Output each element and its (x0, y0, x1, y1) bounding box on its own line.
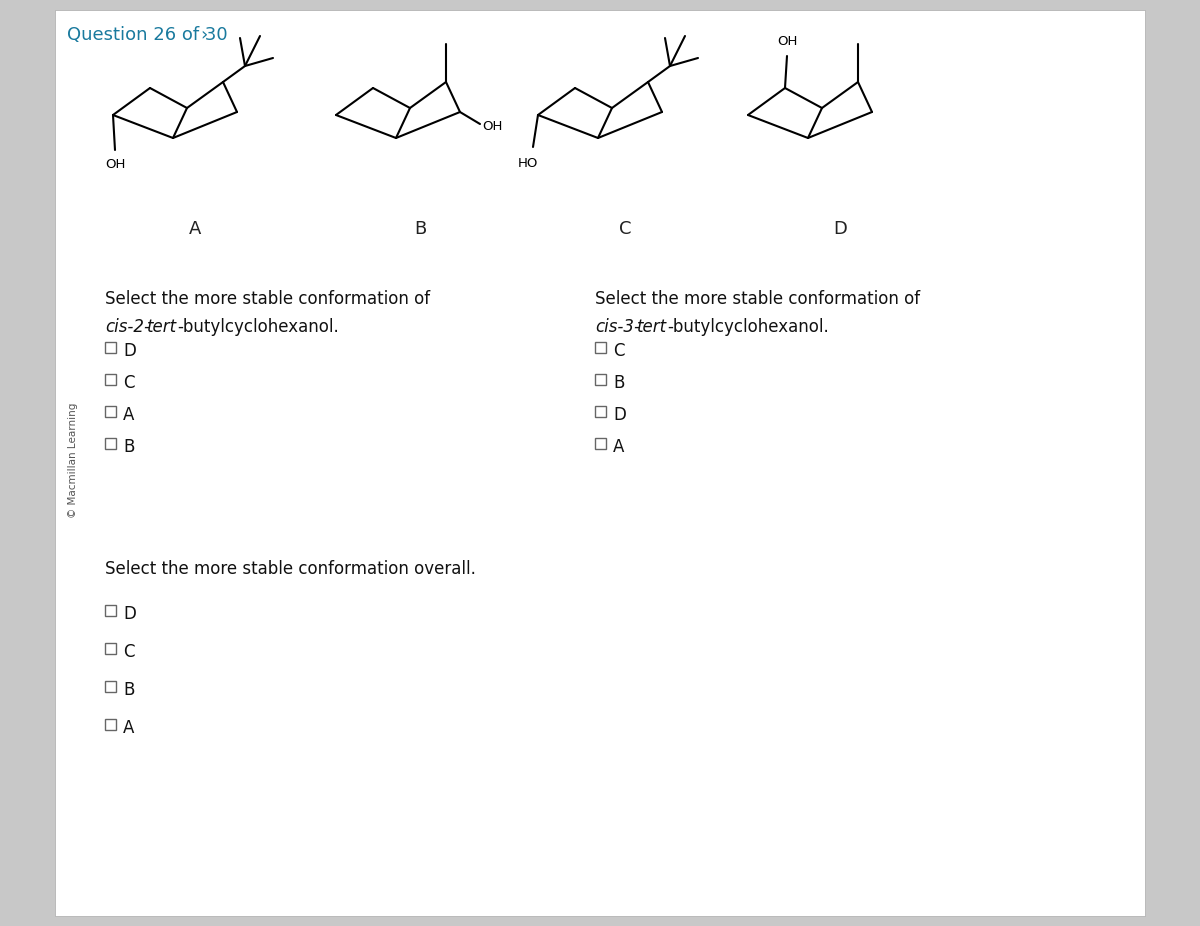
Text: -butylcyclohexanol.: -butylcyclohexanol. (178, 318, 338, 336)
Text: tert: tert (637, 318, 667, 336)
Bar (595, 438, 606, 449)
Bar (595, 374, 606, 385)
Text: D: D (613, 406, 626, 424)
Bar (595, 342, 606, 353)
Text: A: A (124, 406, 134, 424)
Text: A: A (613, 438, 624, 456)
Text: OH: OH (104, 158, 125, 171)
Text: A: A (188, 220, 202, 238)
Text: © Macmillan Learning: © Macmillan Learning (68, 402, 78, 518)
FancyBboxPatch shape (55, 10, 1145, 916)
Bar (106, 438, 116, 449)
Text: Select the more stable conformation of: Select the more stable conformation of (106, 290, 430, 308)
Text: cis-3-: cis-3- (595, 318, 640, 336)
Text: tert: tert (148, 318, 178, 336)
Text: ›: › (200, 26, 208, 44)
Text: Select the more stable conformation of: Select the more stable conformation of (595, 290, 920, 308)
Text: B: B (124, 681, 134, 699)
Text: cis-2-: cis-2- (106, 318, 150, 336)
Text: A: A (124, 719, 134, 737)
Text: C: C (619, 220, 631, 238)
Bar (106, 406, 116, 417)
Bar (106, 681, 116, 692)
Text: -butylcyclohexanol.: -butylcyclohexanol. (667, 318, 829, 336)
Text: OH: OH (776, 35, 797, 48)
Text: Select the more stable conformation overall.: Select the more stable conformation over… (106, 560, 476, 578)
Text: C: C (613, 342, 624, 360)
Text: D: D (124, 342, 136, 360)
Text: OH: OH (482, 119, 503, 132)
Text: C: C (124, 374, 134, 392)
Text: C: C (124, 643, 134, 661)
Bar (106, 719, 116, 730)
Text: D: D (124, 605, 136, 623)
Text: B: B (414, 220, 426, 238)
Bar (106, 374, 116, 385)
Text: B: B (124, 438, 134, 456)
Bar (106, 342, 116, 353)
Bar (595, 406, 606, 417)
Bar (106, 643, 116, 654)
Text: B: B (613, 374, 624, 392)
Text: HO: HO (518, 157, 539, 170)
Bar (106, 605, 116, 616)
Text: Question 26 of 30: Question 26 of 30 (67, 26, 228, 44)
Text: D: D (833, 220, 847, 238)
